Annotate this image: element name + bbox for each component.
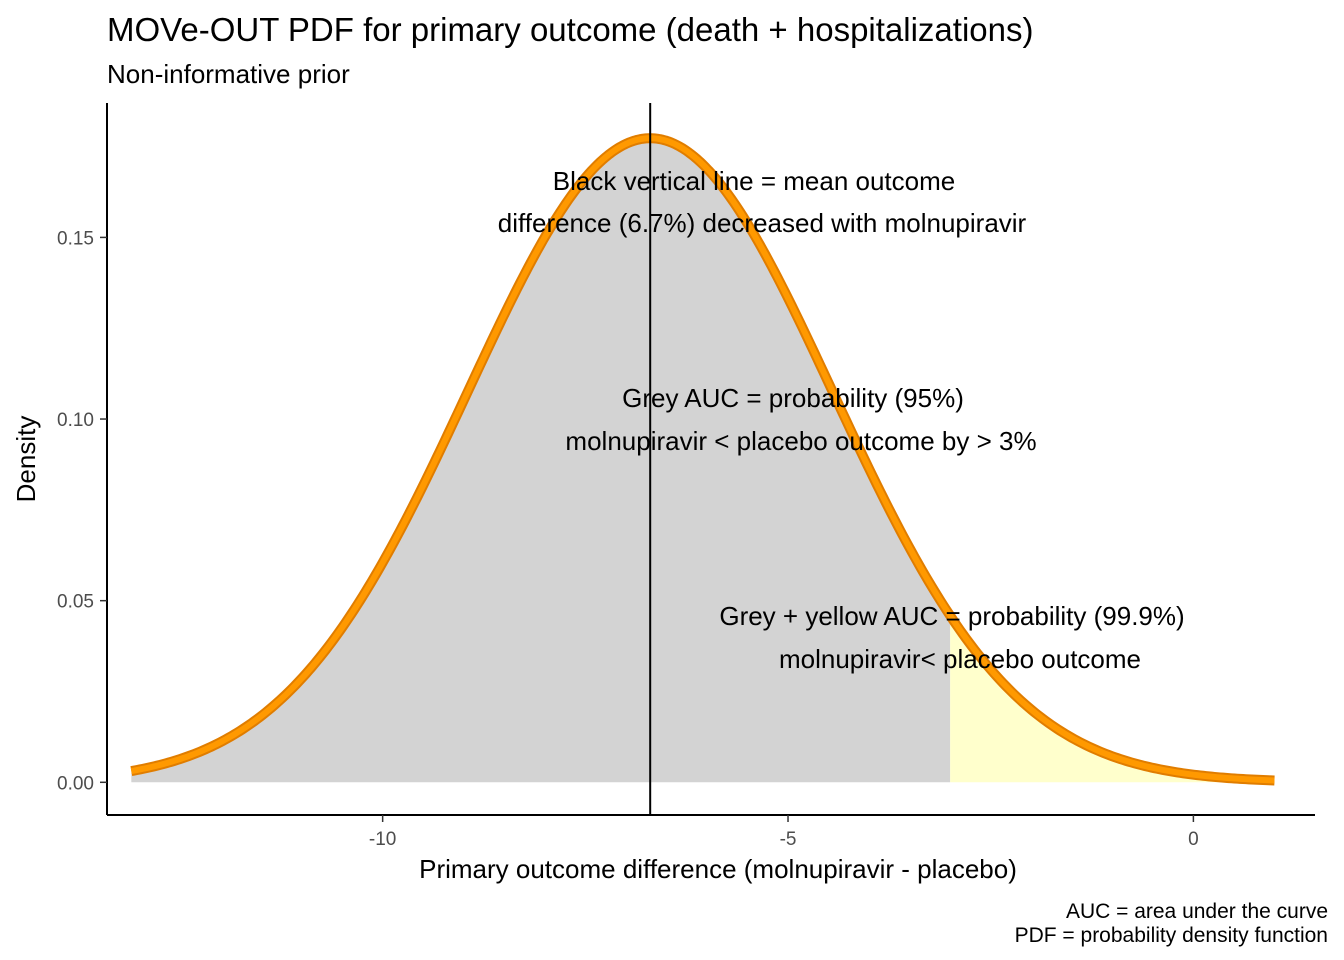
density-curve [130, 135, 1275, 784]
x-tick-label: 0 [1188, 829, 1199, 850]
y-axis-title: Density [11, 416, 41, 503]
annotation-3-line-1: Grey + yellow AUC = probability (99.9%) [719, 601, 1184, 631]
caption-line-pdf: PDF = probability density function [1015, 924, 1328, 947]
annotation-1-line-2: difference (6.7%) decreased with molnupi… [498, 208, 1027, 238]
annotation-2-line-1: Grey AUC = probability (95%) [622, 383, 964, 413]
x-axis-title: Primary outcome difference (molnupiravir… [419, 854, 1017, 884]
caption-line-auc: AUC = area under the curve [1066, 900, 1328, 923]
chart-subtitle: Non-informative prior [107, 59, 350, 89]
auc-region-yellow [950, 615, 1275, 783]
y-tick-label: 0.15 [57, 228, 94, 249]
annotation-2-line-2: molnupiravir < placebo outcome by > 3% [565, 426, 1036, 456]
x-tick-label: -10 [369, 829, 396, 850]
chart-title: MOVe-OUT PDF for primary outcome (death … [107, 11, 1033, 48]
auc-region-grey [131, 138, 951, 783]
annotation-3-line-2: molnupiravir< placebo outcome [779, 644, 1141, 674]
y-tick-label: 0.00 [57, 773, 94, 794]
annotation-1-line-1: Black vertical line = mean outcome [553, 166, 955, 196]
y-tick-label: 0.05 [57, 592, 94, 613]
x-tick-label: -5 [780, 829, 797, 850]
y-tick-label: 0.10 [57, 410, 94, 431]
plot-area: 0.00 0.05 0.10 0.15 -10 -5 0 Black vertical lin… [57, 103, 1315, 850]
